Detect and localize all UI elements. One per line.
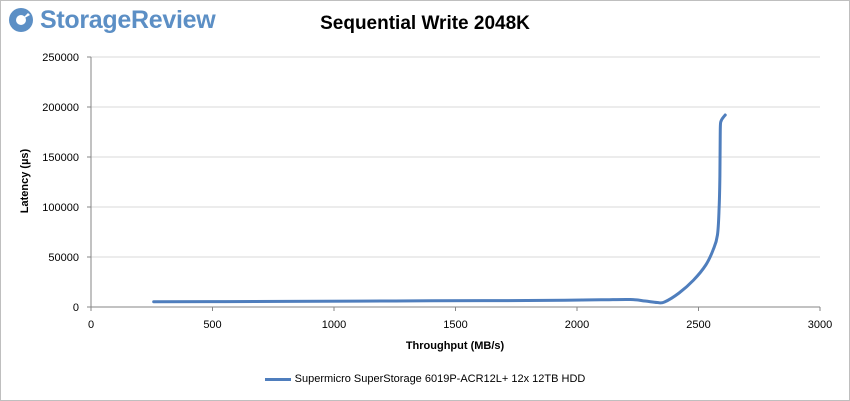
x-tick-label: 500 bbox=[203, 319, 221, 331]
x-tick-label: 1500 bbox=[443, 319, 467, 331]
y-tick-label: 0 bbox=[73, 302, 79, 314]
x-axis-title: Throughput (MB/s) bbox=[406, 340, 505, 352]
y-tick-label: 250000 bbox=[42, 52, 79, 64]
y-tick-label: 100000 bbox=[42, 202, 79, 214]
legend-label: Supermicro SuperStorage 6019P-ACR12L+ 12… bbox=[294, 373, 586, 385]
x-tick-label: 1000 bbox=[322, 319, 346, 331]
x-tick-label: 2000 bbox=[565, 319, 589, 331]
legend: Supermicro SuperStorage 6019P-ACR12L+ 12… bbox=[0, 373, 850, 385]
brand-logo: StorageReview bbox=[8, 5, 216, 34]
brand-name: StorageReview bbox=[40, 5, 216, 34]
y-tick-label: 50000 bbox=[48, 252, 79, 264]
y-axis-title: Latency (µs) bbox=[19, 148, 31, 213]
y-tick-label: 200000 bbox=[42, 102, 79, 114]
legend-swatch bbox=[264, 377, 291, 381]
series-line bbox=[152, 113, 727, 305]
chart-title: Sequential Write 2048K bbox=[320, 13, 530, 34]
x-tick-label: 0 bbox=[88, 319, 94, 331]
storagereview-logo-icon bbox=[9, 8, 33, 32]
y-tick-label: 150000 bbox=[42, 152, 79, 164]
x-tick-label: 2500 bbox=[686, 319, 710, 331]
x-tick-label: 3000 bbox=[808, 319, 832, 331]
